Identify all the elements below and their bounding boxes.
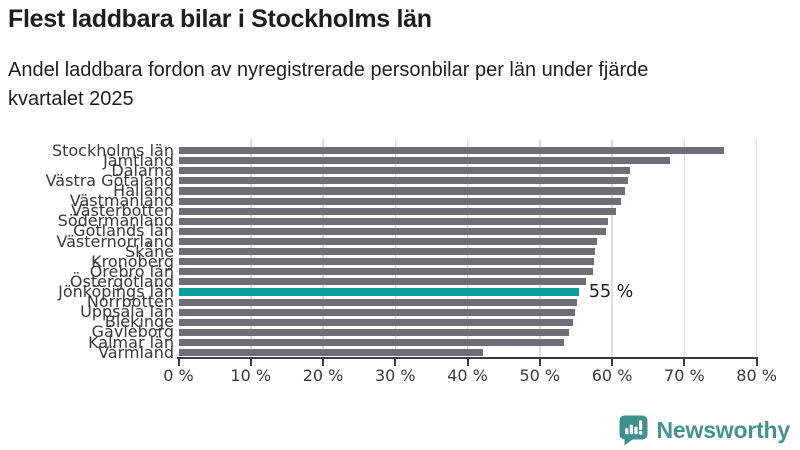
axis-tick-label: 40 %: [447, 366, 488, 385]
category-label: Kronoberg: [91, 251, 174, 271]
axis-tick: [683, 359, 686, 366]
axis-tick: [466, 359, 469, 366]
chart-bar: [178, 147, 725, 155]
highlight-value-label: 55 %: [588, 282, 634, 302]
chart-bar: [178, 268, 594, 276]
chart-bar: [178, 237, 597, 246]
category-label: Kalmar län: [88, 332, 174, 352]
chart-bar: [178, 349, 484, 357]
axis-tick: [538, 359, 541, 366]
axis-tick-label: 0 %: [163, 366, 194, 385]
chart-bar: [178, 157, 670, 165]
chart-bar: [178, 248, 595, 256]
chart-bar: [178, 197, 621, 205]
category-label: Östergötland: [69, 271, 174, 291]
category-label: Gävleborg: [91, 322, 174, 342]
chart-bar: [178, 308, 575, 316]
axis-tick: [394, 359, 397, 366]
chart-bar: [178, 187, 626, 195]
axis-tick: [755, 359, 758, 366]
category-label: Örebro län: [89, 261, 174, 281]
category-label: Stockholms län: [51, 140, 174, 160]
chart-bar: [178, 338, 565, 347]
chart-bar: [178, 167, 631, 175]
axis-tick-label: 20 %: [302, 366, 344, 385]
category-label: Västra Götaland: [45, 170, 174, 190]
axis-tick: [249, 359, 252, 366]
page-title: Flest laddbara bilar i Stockholms län: [8, 5, 432, 33]
gridline: [466, 139, 469, 357]
newsworthy-logo-icon: [618, 414, 649, 446]
gridline: [683, 139, 686, 357]
axis-tick-label: 80 %: [736, 366, 777, 385]
category-label: Gotlands län: [73, 221, 174, 241]
axis-tick-label: 50 %: [519, 366, 561, 385]
category-label: Jämtland: [103, 150, 174, 170]
axis-tick: [322, 359, 325, 366]
category-label: Skåne: [125, 241, 174, 261]
chart-bar: [178, 258, 595, 266]
gridline: [394, 139, 397, 357]
axis-tick-label: 70 %: [664, 366, 705, 385]
category-label: Halland: [113, 181, 174, 200]
category-label: Norrbotten: [86, 292, 174, 312]
axis-tick-label: 60 %: [591, 366, 633, 385]
gridline: [250, 139, 252, 357]
chart-bar-highlighted: [178, 288, 579, 296]
category-label: Västernorrland: [56, 231, 174, 251]
gridline: [539, 139, 541, 357]
category-label: Jönköpings län: [58, 282, 174, 301]
gridline: [755, 139, 758, 357]
axis-tick: [177, 359, 180, 366]
axis-tick-label: 30 %: [374, 366, 416, 385]
chart-bar: [178, 227, 607, 235]
gridline: [322, 139, 324, 357]
x-axis-line: [177, 356, 759, 359]
category-label: Uppsala län: [80, 302, 174, 322]
gridline: [611, 139, 613, 357]
chart-bar: [178, 278, 587, 286]
chart-bar: [178, 318, 574, 326]
chart-bar: [178, 328, 570, 336]
category-label: Västmanland: [69, 191, 174, 211]
axis-tick: [611, 359, 614, 366]
category-label: Dalarna: [111, 160, 174, 180]
category-label: Västerbotten: [70, 201, 174, 221]
brand-name: Newsworthy: [656, 416, 791, 443]
category-label: Värmland: [98, 342, 174, 362]
chart-subtitle: Andel laddbara fordon av nyregistrerade …: [8, 59, 649, 110]
axis-tick-label: 10 %: [230, 366, 272, 385]
chart-bar: [178, 217, 609, 225]
chart-bar: [178, 298, 577, 306]
category-label: Södermanland: [57, 211, 174, 231]
category-label: Blekinge: [104, 312, 174, 332]
brand-footer: Newsworthy: [618, 414, 790, 446]
chart-bar: [178, 207, 616, 215]
chart-bar: [178, 177, 628, 185]
